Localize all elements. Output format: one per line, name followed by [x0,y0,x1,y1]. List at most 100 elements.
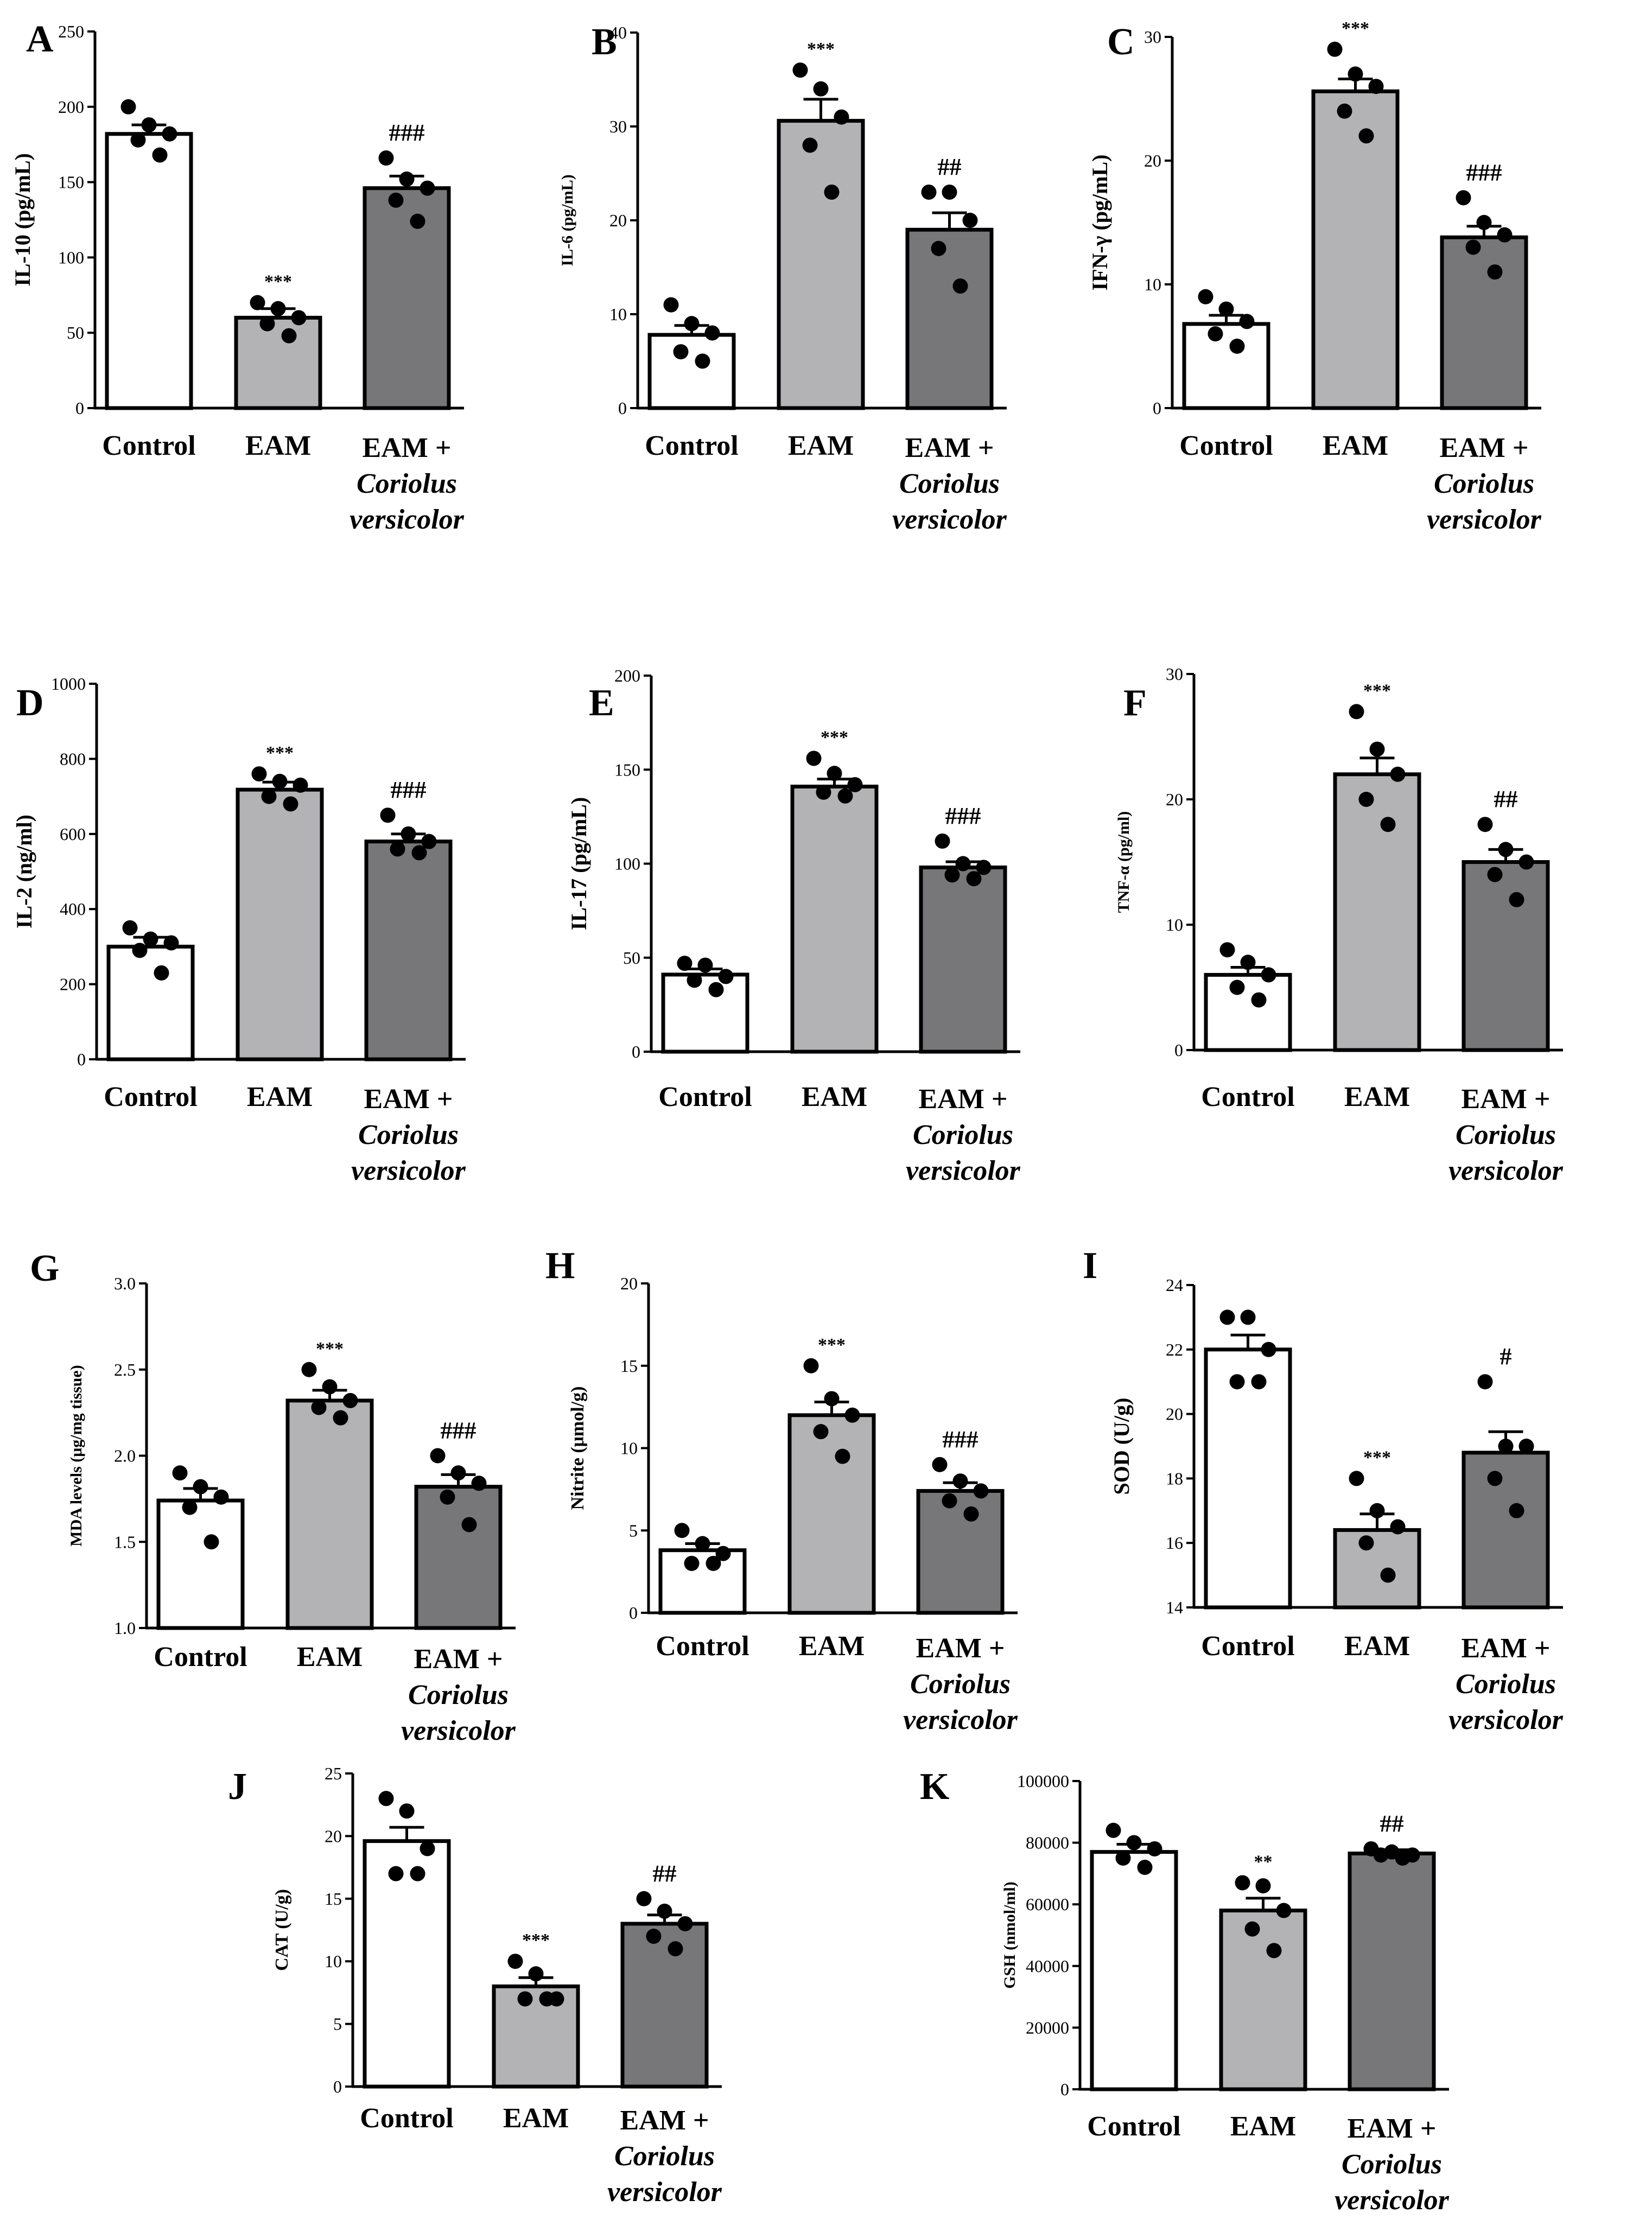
bar-treated [1462,1451,1550,1610]
data-point [378,150,394,166]
panel-a: A 0 50 100 150 200 250 IL-10 (pg/mL) *** ### Contr… [10,18,465,535]
data-point [471,1476,487,1491]
y-tick-label: 0 [632,1042,640,1061]
y-tick-label: 100 [614,854,640,874]
category-label: Coriolus [1456,1669,1556,1700]
bar-treated [919,865,1007,1054]
y-tick-label: 20000 [1026,2018,1069,2037]
data-point [1244,1921,1260,1937]
y-tick-label: 30 [609,117,627,136]
data-point [410,213,425,229]
data-point [1518,1439,1534,1454]
y-tick-label: 40000 [1026,1956,1069,1976]
panel-letter: F [1123,682,1147,724]
data-point [122,920,138,936]
data-point [1368,79,1384,94]
y-tick-label: 15 [620,1356,638,1376]
data-point [1208,326,1223,342]
data-point [1509,892,1524,907]
bar-control [156,1498,245,1630]
significance-marker: ### [943,1426,979,1453]
panel-letter: D [16,682,44,724]
data-point [1349,1471,1364,1486]
data-point [1115,1851,1131,1866]
bar-control [658,1548,747,1615]
data-point [1198,289,1213,304]
y-tick-label: 3.0 [114,1274,136,1293]
data-point [837,788,853,804]
significance-marker: ### [389,119,425,146]
y-tick-label: 5 [333,2014,342,2034]
y-tick-label: 20 [325,1826,342,1846]
category-label: versicolor [1335,2185,1450,2216]
panel-f: F 0 10 20 30 TNF-α (pg/ml) *** ## Control EAM EAM … [1115,664,1564,1186]
category-label: EAM [1344,1082,1410,1112]
data-point [1348,66,1363,82]
y-tick-label: 800 [60,749,86,768]
data-point [1487,1471,1503,1486]
bar-treated [1462,860,1550,1052]
category-label: versicolor [607,2177,722,2208]
y-tick-label: 0 [77,1050,86,1069]
significance-marker: *** [807,39,835,59]
data-point [283,796,298,812]
data-point [1229,339,1245,354]
y-tick-label: 60000 [1026,1894,1069,1914]
bar-treated [364,840,453,1061]
data-point [803,1358,819,1373]
y-tick-label: 14 [1166,1598,1183,1617]
data-point [301,1362,317,1377]
data-point [697,957,713,973]
y-tick-label: 2.5 [114,1360,136,1379]
data-point [311,1400,327,1415]
category-label: Control [1087,2111,1180,2142]
data-point [813,81,829,97]
data-point [847,777,863,792]
data-point [677,1916,693,1931]
data-point [1477,817,1493,832]
category-label: EAM + [1440,433,1529,463]
data-point [1390,1519,1406,1535]
data-point [715,1546,731,1561]
y-tick-label: 1000 [51,674,86,694]
data-point [952,278,968,294]
data-point [1477,1374,1493,1390]
data-point [132,943,148,958]
bar-eam [234,315,322,410]
y-tick-label: 10 [1166,915,1183,934]
data-point [824,185,840,200]
significance-marker: *** [1342,18,1369,39]
data-point [1349,704,1364,720]
data-point [668,1941,683,1957]
category-label: Control [1201,1082,1294,1112]
data-point [1498,842,1514,857]
data-point [259,316,275,332]
data-point [1358,128,1374,144]
data-point [399,1803,415,1819]
data-point [182,1499,198,1515]
data-point [932,1457,948,1472]
data-point [450,1465,466,1481]
category-label: versicolor [906,1155,1021,1186]
data-point [152,147,168,163]
y-tick-label: 20 [1166,1404,1183,1424]
data-point [213,1489,229,1505]
bar-control [1182,322,1270,410]
data-point [120,99,136,115]
panel-letter: A [26,18,54,60]
data-point [322,1379,338,1395]
significance-marker: *** [264,272,292,292]
category-label: versicolor [351,1155,466,1186]
data-point [1518,854,1534,870]
y-tick-label: 10 [325,1951,342,1971]
y-tick-label: 0 [629,1603,638,1623]
panel-b: B 0 10 20 30 40 IL-6 (pg/mL) *** ## Control EAM EAM… [558,21,1007,535]
panel-letter: K [920,1766,949,1808]
data-point [261,788,277,804]
significance-marker: *** [1363,681,1391,701]
significance-marker: ### [441,1417,476,1444]
category-label: EAM [245,430,311,461]
data-point [1380,1567,1396,1583]
y-tick-label: 22 [1166,1340,1183,1359]
category-label: Control [645,430,738,461]
